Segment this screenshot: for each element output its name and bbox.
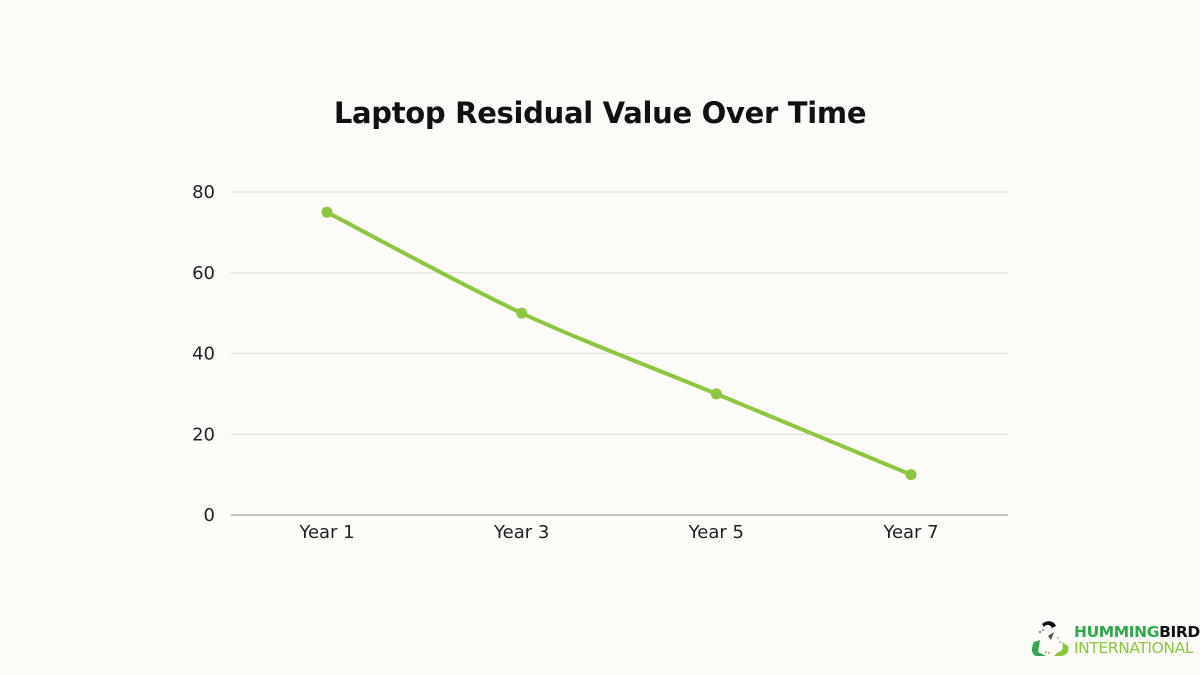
logo-word-humming: HUMMING xyxy=(1074,623,1160,641)
logo-word-international: INTERNATIONAL xyxy=(1074,639,1194,657)
y-tick-label: 80 xyxy=(192,182,215,203)
company-logo: HUMMINGBIRD INTERNATIONAL xyxy=(1028,618,1200,663)
logo-text: HUMMINGBIRD INTERNATIONAL xyxy=(1074,624,1200,656)
data-line xyxy=(325,210,913,477)
data-point xyxy=(516,307,528,319)
y-axis-ticks: 0 20 40 60 80 xyxy=(192,182,215,526)
data-point xyxy=(710,388,722,400)
y-tick-label: 60 xyxy=(192,263,215,284)
data-point xyxy=(321,206,333,218)
chart-title: Laptop Residual Value Over Time xyxy=(333,96,867,130)
x-axis-ticks: Year 1 Year 3 Year 5 Year 7 xyxy=(298,522,938,543)
x-tick-label: Year 5 xyxy=(688,522,744,543)
x-tick-label: Year 7 xyxy=(882,522,938,543)
data-points xyxy=(321,206,917,481)
y-tick-label: 20 xyxy=(192,424,215,445)
x-tick-label: Year 3 xyxy=(493,522,549,543)
x-tick-label: Year 1 xyxy=(298,522,354,543)
y-tick-label: 0 xyxy=(204,505,215,526)
y-tick-label: 40 xyxy=(192,344,215,365)
data-point xyxy=(905,469,917,481)
recycle-bird-icon xyxy=(1031,621,1069,656)
logo-word-bird: BIRD xyxy=(1159,623,1200,641)
